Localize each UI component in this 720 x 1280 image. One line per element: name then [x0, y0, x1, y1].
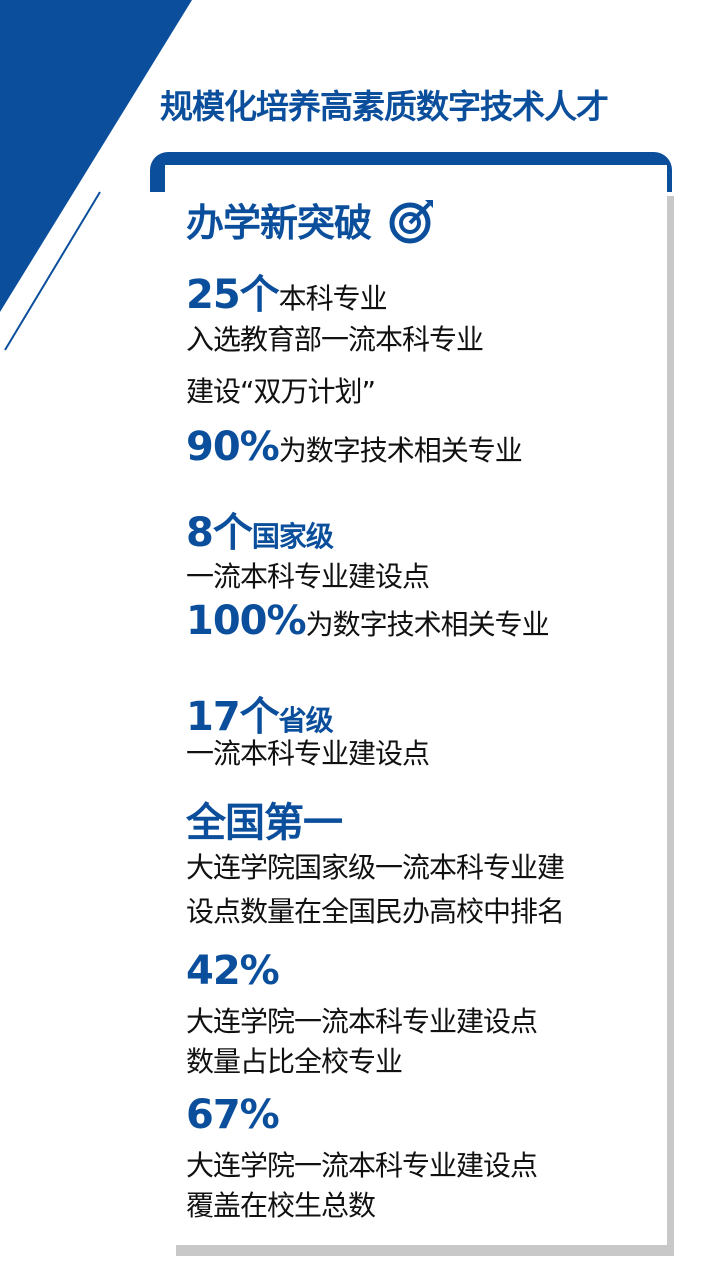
stat-67: 67% [186, 1092, 280, 1138]
stat-text: 一流本科专业建设点 [186, 560, 430, 593]
stat-text: 大连学院一流本科专业建设点 [186, 1149, 538, 1182]
target-icon [389, 200, 434, 244]
stat-text: 覆盖在校生总数 [186, 1189, 376, 1222]
stat-8: 8个国家级 [186, 510, 334, 556]
section-heading: 办学新突破 [186, 192, 435, 247]
stat-text: 设点数量在全国民办高校中排名 [186, 895, 565, 928]
stats-card [165, 165, 667, 1245]
stat-text: 入选教育部一流本科专业 [186, 323, 484, 356]
page-title: 规模化培养高素质数字技术人才 [160, 87, 609, 126]
stat-text: 一流本科专业建设点 [186, 737, 430, 770]
decorative-stripes [0, 0, 192, 351]
stat-rank: 全国第一 [186, 800, 343, 846]
stat-42: 42% [186, 948, 280, 994]
stat-17: 17个省级 [186, 694, 334, 740]
stat-90: 90%为数字技术相关专业 [186, 424, 523, 470]
stat-25: 25个本科专业 [186, 272, 388, 318]
stat-text: 建设“双万计划” [186, 375, 376, 408]
stat-text: 大连学院一流本科专业建设点 [186, 1005, 538, 1038]
stat-100: 100%为数字技术相关专业 [186, 598, 550, 644]
stat-text: 大连学院国家级一流本科专业建 [186, 851, 565, 884]
stat-text: 数量占比全校专业 [186, 1045, 403, 1078]
